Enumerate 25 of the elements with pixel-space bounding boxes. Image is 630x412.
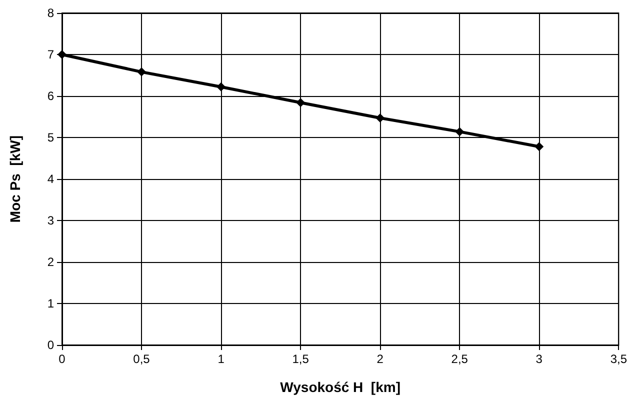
x-tick-label: 1 <box>218 352 225 366</box>
point <box>376 113 385 122</box>
y-tick-label: 7 <box>47 48 54 62</box>
y-tick-label: 8 <box>47 6 54 20</box>
x-tick-label: 0 <box>58 352 66 366</box>
y-axis-title: Moc Ps [kW] <box>7 135 23 223</box>
x-tick-label: 2,5 <box>451 352 468 366</box>
x-tick-label: 1,5 <box>292 352 310 366</box>
y-tick-label: 1 <box>47 296 54 310</box>
x-tick-label: 3,5 <box>610 352 628 366</box>
y-tick-label: 4 <box>47 172 54 186</box>
y-tick-label: 5 <box>47 130 54 144</box>
y-tick-label: 0 <box>47 338 54 352</box>
point <box>534 142 544 152</box>
x-tick-label: 2 <box>376 352 384 366</box>
y-tick-label: 6 <box>47 89 54 103</box>
point <box>137 67 146 76</box>
y-tick-label: 2 <box>47 255 54 269</box>
y-tick-label: 3 <box>47 214 54 228</box>
point <box>216 82 226 92</box>
x-tick-label: 0,5 <box>133 352 150 366</box>
x-tick-label: 3 <box>536 352 543 366</box>
point <box>296 98 306 108</box>
point <box>455 127 464 136</box>
x-axis-title: Wysokość H [km] <box>280 379 400 395</box>
